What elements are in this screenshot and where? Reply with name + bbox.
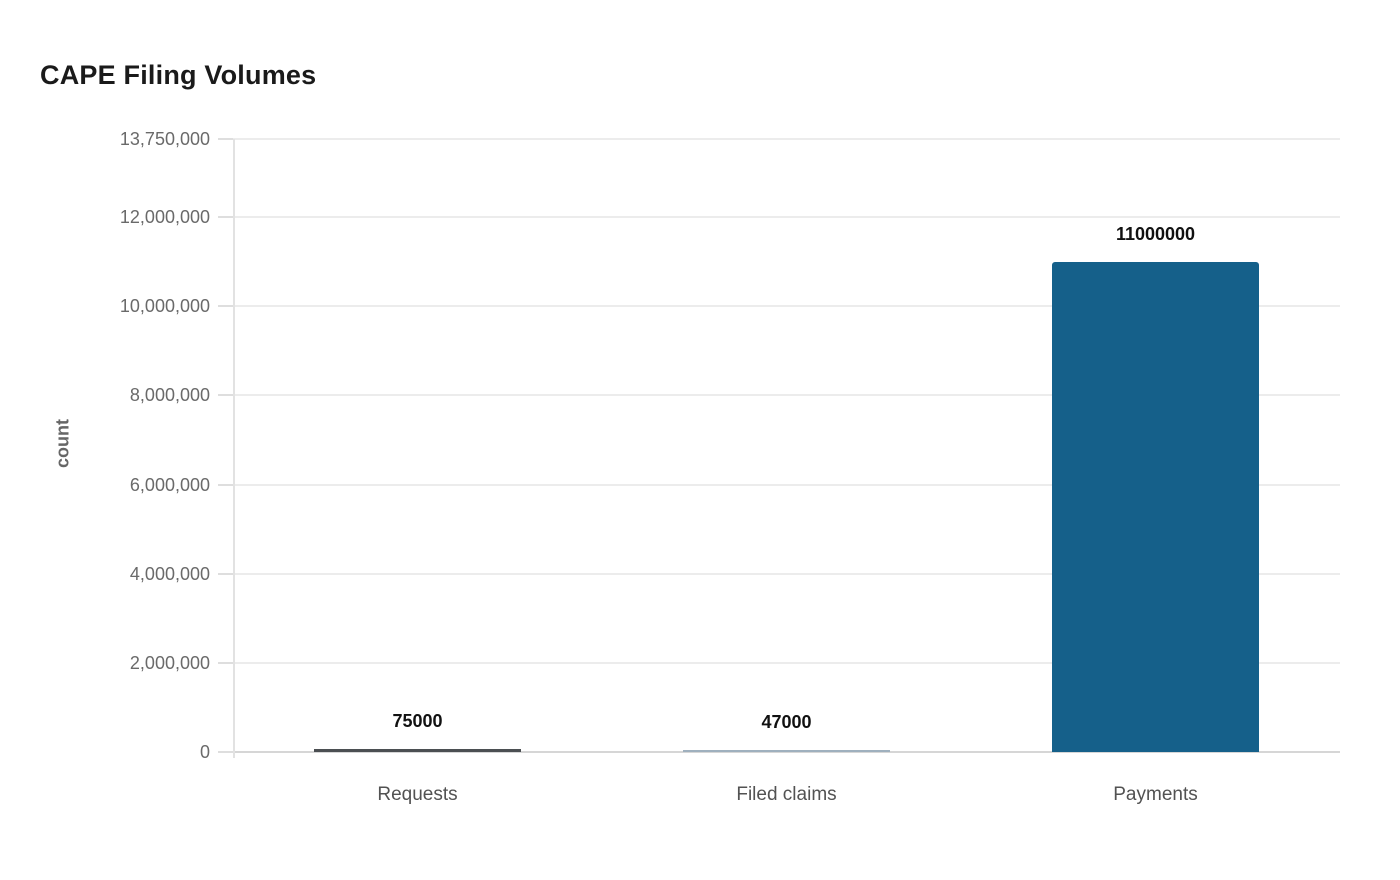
grid-line — [233, 138, 1340, 140]
x-tick-label: Filed claims — [736, 784, 837, 805]
bar-value-label: 47000 — [761, 711, 812, 732]
x-tick-label: Requests — [377, 784, 458, 805]
y-tick-label: 2,000,000 — [129, 652, 210, 673]
y-axis-tick — [218, 483, 233, 486]
y-axis-tick — [218, 216, 233, 219]
y-axis-tick — [218, 394, 233, 397]
bar-requests — [314, 748, 521, 752]
bar-filed-claims — [683, 749, 890, 752]
x-tick-label: Payments — [1113, 784, 1198, 805]
y-tick-label: 8,000,000 — [129, 385, 210, 406]
y-tick-label: 4,000,000 — [129, 563, 210, 584]
y-tick-label: 0 — [199, 742, 210, 762]
y-axis-line — [233, 139, 235, 758]
y-axis-title: count — [52, 419, 73, 468]
y-axis-tick — [218, 138, 233, 140]
y-tick-label: 12,000,000 — [119, 207, 210, 228]
y-axis-tick — [218, 661, 233, 664]
y-axis-tick — [218, 305, 233, 308]
y-tick-label: 10,000,000 — [119, 296, 210, 317]
y-tick-label: 13,750,000 — [119, 129, 210, 149]
grid-line — [233, 661, 1340, 664]
grid-line — [233, 483, 1340, 486]
grid-line — [233, 572, 1340, 575]
grid-line — [233, 751, 1340, 753]
bar-payments — [1052, 261, 1259, 752]
grid-line — [233, 305, 1340, 308]
chart-title: CAPE Filing Volumes — [40, 60, 317, 90]
bar-value-label: 11000000 — [1115, 223, 1196, 244]
grid-line — [233, 216, 1340, 219]
y-axis-tick — [218, 751, 233, 753]
grid-line — [233, 394, 1340, 397]
bar-value-label: 75000 — [392, 710, 443, 731]
y-tick-label: 6,000,000 — [129, 474, 210, 495]
y-axis-tick — [218, 572, 233, 575]
